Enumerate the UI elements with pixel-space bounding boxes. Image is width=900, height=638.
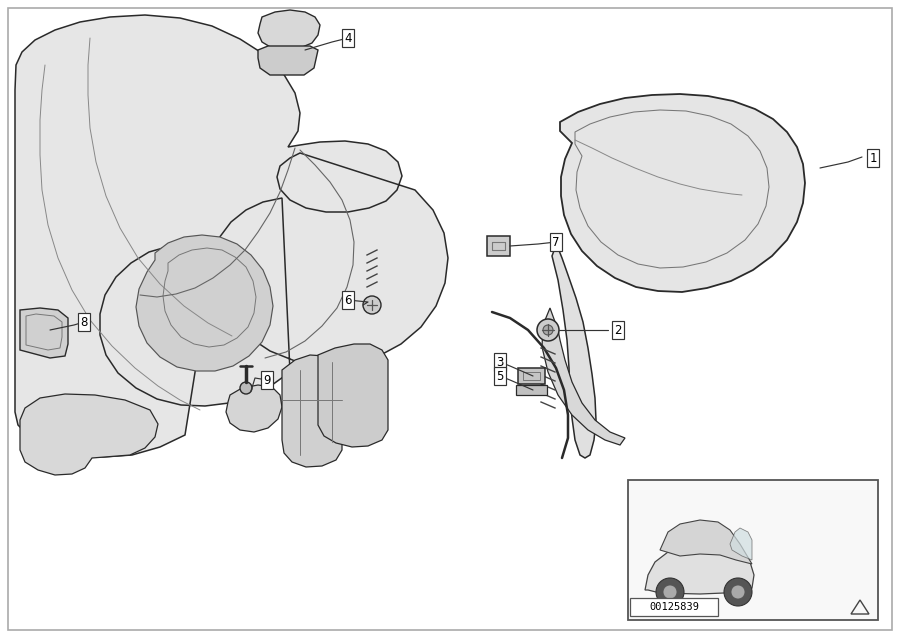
Polygon shape [226, 385, 282, 432]
Circle shape [543, 325, 553, 335]
Text: 8: 8 [80, 316, 87, 329]
Polygon shape [318, 344, 388, 447]
Polygon shape [258, 46, 318, 75]
Text: 5: 5 [496, 369, 504, 383]
Text: 2: 2 [614, 323, 622, 336]
Polygon shape [730, 528, 752, 560]
Text: 1: 1 [869, 151, 877, 165]
Polygon shape [542, 308, 625, 445]
Circle shape [537, 319, 559, 341]
Polygon shape [516, 385, 547, 395]
Polygon shape [560, 94, 805, 292]
Circle shape [724, 578, 752, 606]
Polygon shape [15, 15, 448, 457]
Polygon shape [258, 10, 320, 50]
Circle shape [363, 296, 381, 314]
Polygon shape [487, 236, 510, 256]
Circle shape [731, 585, 745, 599]
Text: 9: 9 [263, 373, 271, 387]
Text: 6: 6 [344, 293, 352, 306]
Circle shape [663, 585, 677, 599]
Bar [630, 598, 718, 616]
Circle shape [656, 578, 684, 606]
Polygon shape [20, 394, 158, 475]
Polygon shape [282, 355, 342, 467]
Polygon shape [136, 235, 273, 371]
Polygon shape [552, 248, 596, 458]
Polygon shape [20, 308, 68, 358]
Polygon shape [518, 368, 545, 384]
Text: 3: 3 [496, 355, 504, 369]
Bar [628, 480, 878, 620]
Text: 4: 4 [344, 31, 352, 45]
Text: 00125839: 00125839 [649, 602, 699, 612]
Circle shape [240, 382, 252, 394]
Text: 7: 7 [553, 235, 560, 248]
Polygon shape [660, 520, 752, 564]
Polygon shape [645, 544, 754, 594]
